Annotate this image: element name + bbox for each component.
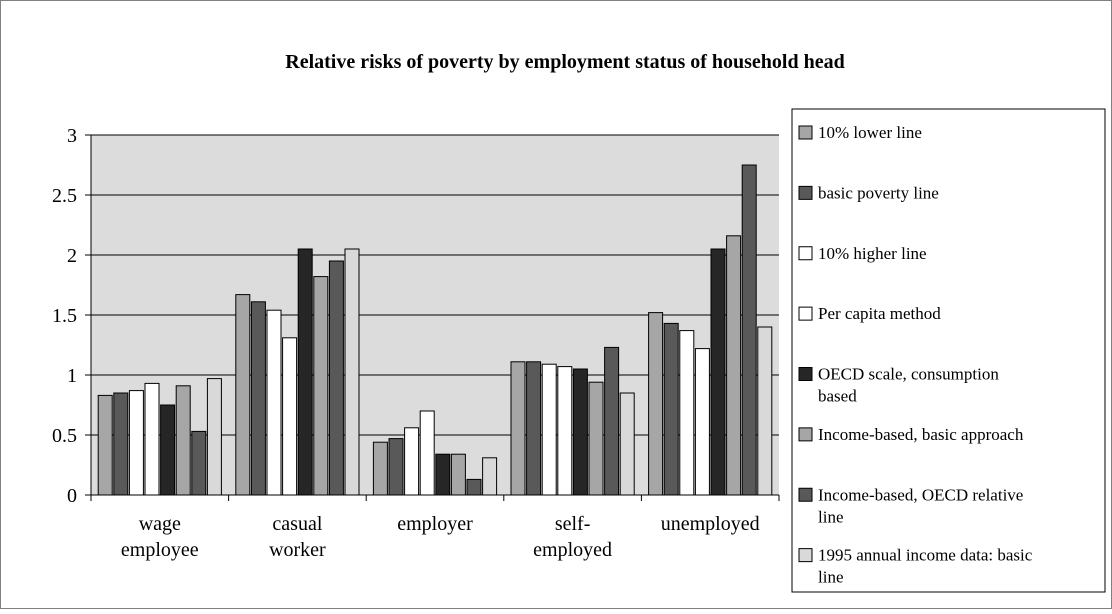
bar <box>541 363 557 496</box>
bar <box>128 390 144 496</box>
legend-swatch <box>798 185 813 200</box>
bar <box>482 457 498 496</box>
x-category-label: wage employee <box>121 513 199 561</box>
legend-label: OECD scale, consumption based <box>818 365 999 406</box>
y-tick-label: 2 <box>67 245 77 267</box>
legend-swatch <box>798 487 813 502</box>
legend-label: 10% higher line <box>818 244 927 263</box>
x-category-label: employer <box>397 513 473 535</box>
bar <box>344 248 360 496</box>
bar <box>297 248 313 496</box>
bar <box>419 410 435 496</box>
bar <box>557 366 573 496</box>
bar <box>206 378 222 496</box>
y-tick-label: 1.5 <box>52 305 77 327</box>
bar <box>604 346 620 496</box>
y-tick-label: 0.5 <box>52 425 77 447</box>
y-tick-label: 0 <box>67 485 77 507</box>
legend-label: Income-based, basic approach <box>818 425 1024 444</box>
bar <box>648 312 664 496</box>
bar <box>372 441 388 496</box>
bar <box>726 235 742 496</box>
bar <box>435 453 451 496</box>
legend-swatch <box>798 125 813 140</box>
x-category-label: casual worker <box>269 513 326 561</box>
bar <box>404 427 420 496</box>
legend-label: 1995 annual income data: basic line <box>818 546 1033 587</box>
bar <box>388 438 404 496</box>
x-category-label: unemployed <box>661 513 760 535</box>
legend-label: basic poverty line <box>818 183 939 202</box>
legend-label: Per capita method <box>818 304 941 323</box>
bar <box>97 394 113 496</box>
legend-swatch <box>798 548 813 563</box>
bar <box>450 453 466 496</box>
bar <box>619 392 635 496</box>
bar <box>113 392 129 496</box>
bar <box>235 294 251 496</box>
bar <box>282 337 298 496</box>
legend-swatch <box>798 367 813 381</box>
legend-label: Income-based, OECD relative line <box>818 485 1023 526</box>
y-tick-label: 1 <box>67 365 77 387</box>
chart-title: Relative risks of poverty by employment … <box>285 51 844 73</box>
legend-label: 10% lower line <box>818 123 922 142</box>
legend-swatch <box>798 246 813 261</box>
legend-swatch <box>798 306 813 321</box>
bar <box>588 381 604 496</box>
bar <box>710 248 726 496</box>
bar <box>313 276 329 496</box>
bar <box>160 404 176 496</box>
y-tick-label: 2.5 <box>52 185 77 207</box>
bar <box>572 368 588 496</box>
bar <box>191 430 207 496</box>
bar <box>694 348 710 496</box>
y-tick-label: 3 <box>67 125 77 147</box>
x-category-label: self-employed <box>533 513 612 561</box>
bar <box>757 326 773 496</box>
legend-box <box>791 108 1106 593</box>
legend-swatch <box>798 427 813 442</box>
bar <box>328 260 344 496</box>
plot-area: 0 0.5 1 1.5 2 2.5 3 wage employee casual worker emp… <box>52 125 780 561</box>
bar <box>175 385 191 496</box>
bar <box>266 309 282 496</box>
legend: 10% lower line basic poverty line 10% high… <box>791 108 1106 593</box>
bar <box>526 361 542 496</box>
bar <box>741 164 757 496</box>
bar <box>510 361 526 496</box>
bar <box>250 301 266 496</box>
bar <box>663 322 679 496</box>
bar <box>466 478 482 496</box>
bar <box>679 330 695 496</box>
bar <box>144 382 160 496</box>
